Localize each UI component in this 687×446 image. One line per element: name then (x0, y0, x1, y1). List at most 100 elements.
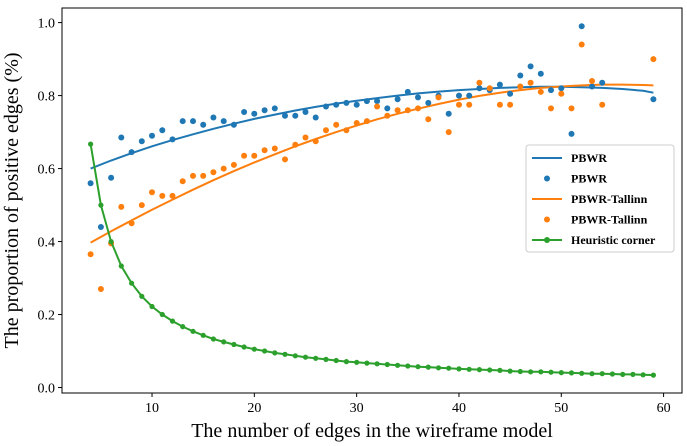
pbwr-point (496, 81, 503, 88)
pbwr-point (169, 136, 176, 143)
heuristic-corner-point (354, 359, 360, 365)
y-tick-label: 0.8 (38, 90, 56, 105)
pbwr-point (589, 83, 595, 90)
heuristic-corner-point (251, 346, 257, 352)
pbwr-tallinn-point (394, 107, 401, 114)
pbwr-point (323, 103, 329, 110)
pbwr-point (149, 132, 155, 139)
pbwr-point (353, 101, 360, 108)
heuristic-corner-point (538, 369, 544, 375)
pbwr-point (363, 98, 370, 105)
heuristic-corner-point (507, 368, 513, 374)
heuristic-corner-point (190, 328, 196, 334)
legend-label-pbwr: PBWR (571, 151, 607, 165)
heuristic-corner-point (262, 348, 268, 354)
heuristic-corner-point (180, 324, 186, 330)
legend-marker-pbwr (544, 175, 550, 182)
pbwr-tallinn-point (404, 107, 411, 114)
x-tick-label: 50 (554, 401, 568, 416)
pbwr-point (507, 90, 514, 97)
x-tick-label: 60 (657, 401, 671, 416)
pbwr-point (517, 72, 524, 79)
pbwr-tallinn-point (384, 112, 391, 119)
pbwr-tallinn-point (435, 94, 442, 101)
pbwr-tallinn-point (425, 116, 432, 123)
legend-label-pbwr-tallinn: PBWR-Tallinn (571, 213, 648, 227)
legend-marker-heuristic-corner (544, 237, 550, 243)
heuristic-corner-point (579, 370, 585, 376)
pbwr-tallinn-point (190, 172, 196, 179)
heuristic-corner-point (139, 293, 145, 299)
pbwr-point (384, 105, 391, 112)
heuristic-corner-point (620, 371, 626, 377)
heuristic-corner-point (466, 366, 472, 372)
pbwr-tallinn-point (486, 85, 493, 92)
heuristic-corner-point (98, 202, 104, 208)
pbwr-point (251, 110, 258, 117)
pbwr-point (118, 134, 125, 141)
pbwr-tallinn-point (282, 156, 288, 163)
pbwr-tallinn-series-line (90, 83, 654, 244)
pbwr-point (650, 96, 657, 103)
pbwr-point (445, 110, 452, 117)
heuristic-corner-point (568, 370, 575, 376)
heuristic-corner-point (302, 354, 309, 360)
pbwr-tallinn-point (333, 121, 340, 128)
pbwr-point (599, 79, 606, 86)
pbwr-tallinn-point (149, 189, 155, 196)
pbwr-point (128, 149, 135, 156)
heuristic-corner-point (415, 364, 421, 370)
heuristic-corner-point (497, 367, 503, 373)
heuristic-corner-point (241, 344, 247, 350)
pbwr-tallinn-point (445, 129, 452, 136)
heuristic-corner-point (609, 371, 616, 377)
pbwr-point (456, 92, 462, 99)
plot-content (87, 23, 657, 378)
pbwr-point (578, 23, 585, 30)
legend-marker-pbwr-tallinn (544, 216, 550, 223)
pbwr-tallinn-point (312, 138, 319, 145)
pbwr-point (97, 224, 104, 230)
pbwr-point (568, 130, 575, 137)
pbwr-point (190, 118, 196, 125)
heuristic-corner-point (129, 280, 135, 286)
pbwr-tallinn-point (353, 120, 360, 126)
x-tick-label: 10 (145, 401, 159, 416)
pbwr-point (159, 127, 166, 134)
heuristic-corner-point (548, 369, 554, 375)
x-tick-label: 20 (247, 401, 261, 416)
heuristic-corner-point (456, 366, 462, 372)
heuristic-corner-point (476, 367, 482, 373)
pbwr-tallinn-point (302, 134, 309, 141)
axis-ticks: 10 20 30 40 50 60 0.0 0.2 0.4 0.6 0.8 1.0 (38, 17, 671, 416)
x-tick-label: 40 (452, 401, 466, 416)
pbwr-point (415, 94, 421, 101)
pbwr-point (394, 96, 401, 103)
pbwr-point (230, 121, 237, 128)
pbwr-point (138, 138, 145, 145)
heuristic-corner-point (405, 363, 411, 369)
y-tick-label: 0.0 (38, 382, 56, 397)
heuristic-corner-point (272, 350, 278, 356)
heuristic-corner-point (282, 351, 288, 357)
pbwr-tallinn-point (138, 202, 145, 209)
pbwr-tallinn-point (650, 56, 657, 63)
heuristic-corner-point (435, 365, 442, 371)
heuristic-corner-point (343, 359, 349, 365)
heuristic-corner-point (446, 365, 452, 371)
heuristic-corner-point (108, 239, 114, 245)
pbwr-tallinn-point (476, 79, 483, 86)
pbwr-tallinn-point (456, 101, 462, 108)
heuristic-corner-point (118, 263, 124, 269)
pbwr-point (374, 98, 381, 105)
heuristic-corner-point (149, 303, 155, 310)
pbwr-tallinn-point (220, 165, 227, 172)
x-axis-label: The number of edges in the wireframe mod… (191, 420, 553, 442)
heuristic-corner-point (558, 370, 564, 376)
pbwr-tallinn-point (415, 105, 421, 112)
pbwr-tallinn-point (241, 152, 248, 159)
y-tick-label: 0.2 (38, 309, 56, 324)
pbwr-point (261, 107, 268, 114)
pbwr-point (271, 105, 278, 112)
